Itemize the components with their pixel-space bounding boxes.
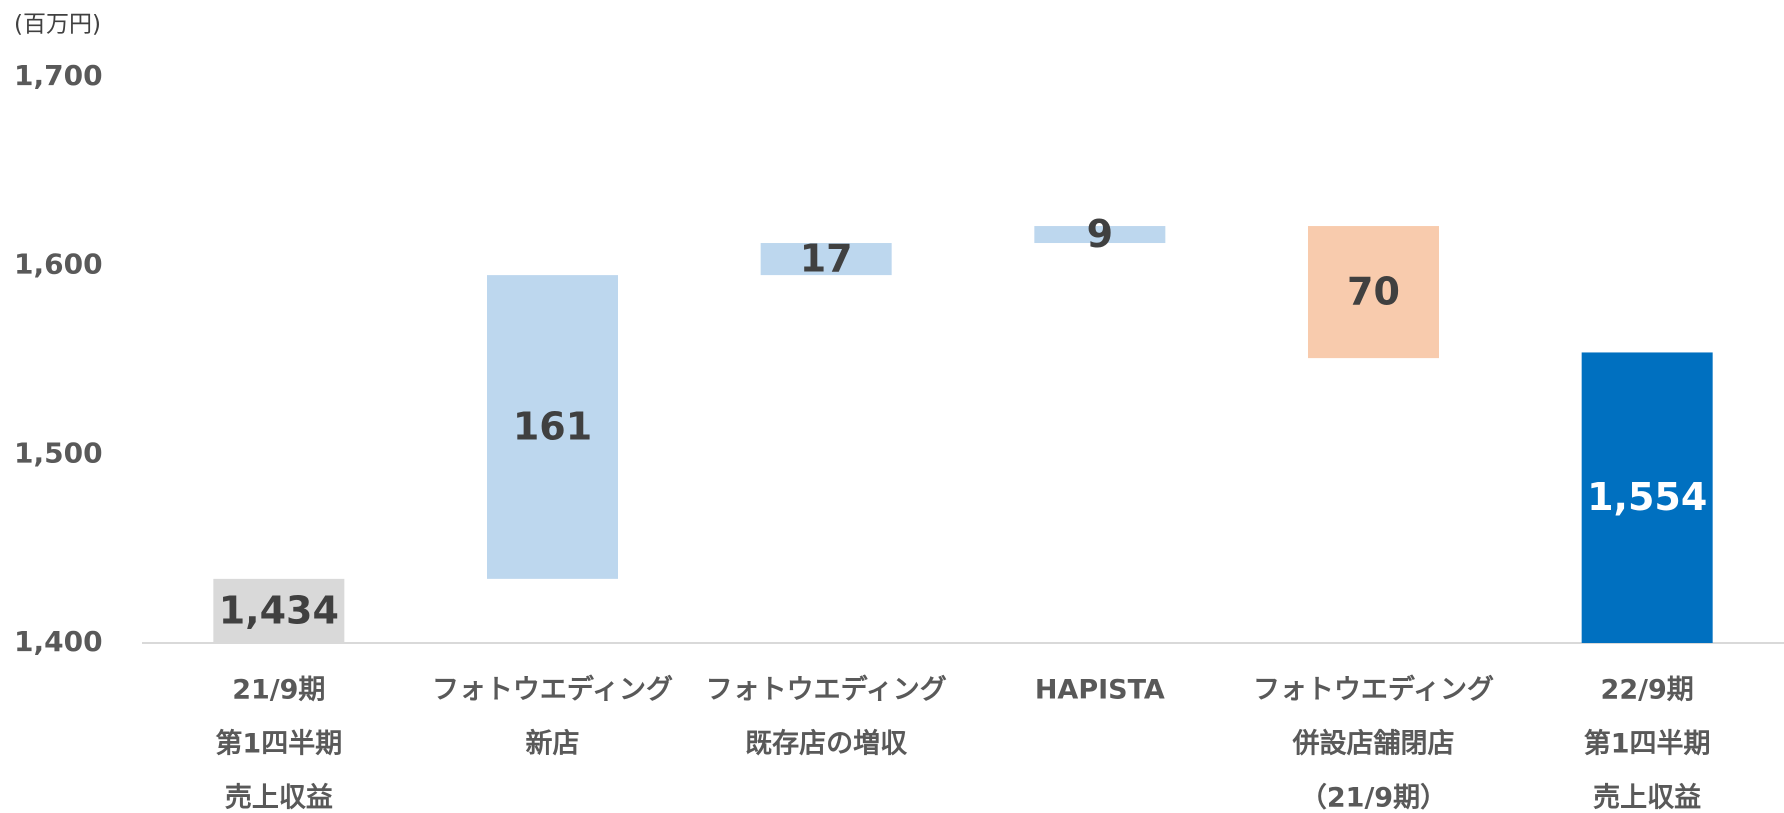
x-tick-label: （21/9期）	[1300, 783, 1447, 813]
value-label: 70	[1347, 270, 1400, 314]
x-tick-label: 併設店舗閉店	[1292, 728, 1455, 760]
x-tick-label: 新店	[526, 728, 580, 760]
x-tick-label: 第1四半期	[1584, 728, 1711, 760]
x-tick-label: フォトウエディング	[706, 674, 947, 706]
x-tick-label: フォトウエディング	[1253, 674, 1494, 706]
y-tick-label: 1,600	[14, 248, 103, 281]
x-tick-label: 第1四半期	[215, 728, 342, 760]
value-label: 1,434	[219, 588, 339, 632]
bar	[1581, 352, 1713, 643]
x-tick-label: 21/9期	[232, 675, 325, 706]
x-tick-label: 22/9期	[1601, 675, 1694, 706]
x-tick-label: 既存店の増収	[745, 728, 908, 760]
value-label: 17	[800, 237, 853, 281]
y-tick-label: 1,500	[14, 436, 103, 469]
x-tick-label: フォトウエディング	[432, 674, 673, 706]
bar	[1308, 226, 1439, 359]
bar	[487, 275, 618, 579]
value-label: 9	[1087, 212, 1113, 256]
x-tick-label: HAPISTA	[1035, 675, 1165, 706]
y-tick-label: 1,400	[14, 625, 103, 658]
bar	[1034, 226, 1166, 244]
bar	[213, 578, 345, 643]
value-label: 161	[513, 404, 592, 448]
y-tick-label: 1,700	[14, 59, 103, 92]
unit-label: (百万円)	[14, 12, 101, 38]
x-tick-label: 売上収益	[1593, 783, 1701, 813]
value-label: 1,554	[1587, 475, 1707, 519]
bar	[760, 243, 892, 276]
x-tick-label: 売上収益	[225, 783, 333, 813]
